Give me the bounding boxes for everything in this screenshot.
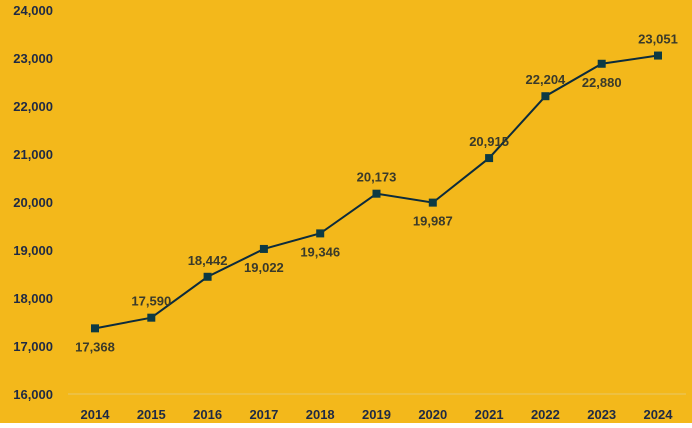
data-label: 17,368 (75, 339, 115, 354)
data-label: 23,051 (638, 32, 678, 47)
data-point-marker (203, 272, 212, 281)
y-axis: 16,000 17,000 18,000 19,000 20,000 21,000 22,0… (13, 3, 53, 402)
y-tick-label: 18,000 (13, 291, 53, 306)
y-tick-label: 20,000 (13, 195, 53, 210)
data-labels: 17,368 17,590 18,442 19,022 19,346 20,173 19,9… (75, 32, 678, 355)
data-point-marker (372, 189, 381, 198)
data-label: 22,880 (582, 75, 622, 90)
data-point-marker (316, 229, 325, 238)
data-label: 19,346 (300, 244, 340, 259)
y-tick-label: 24,000 (13, 3, 53, 18)
x-tick-label: 2022 (531, 407, 560, 422)
x-tick-label: 2020 (418, 407, 447, 422)
x-tick-label: 2019 (362, 407, 391, 422)
x-tick-label: 2021 (475, 407, 504, 422)
data-point-marker (597, 59, 606, 68)
y-tick-label: 21,000 (13, 147, 53, 162)
data-point-marker (485, 154, 494, 163)
data-label: 18,442 (188, 253, 228, 268)
x-tick-label: 2014 (81, 407, 111, 422)
x-tick-label: 2023 (587, 407, 616, 422)
y-tick-label: 23,000 (13, 51, 53, 66)
x-tick-label: 2016 (193, 407, 222, 422)
y-tick-label: 19,000 (13, 243, 53, 258)
data-point-marker (259, 244, 268, 253)
series-group (91, 51, 662, 333)
data-label: 17,590 (131, 294, 171, 309)
x-tick-label: 2024 (644, 407, 674, 422)
y-tick-label: 17,000 (13, 339, 53, 354)
data-label: 20,173 (357, 170, 397, 185)
data-label: 22,204 (526, 72, 567, 87)
x-tick-label: 2017 (249, 407, 278, 422)
data-point-marker (541, 92, 550, 101)
x-tick-label: 2018 (306, 407, 335, 422)
y-tick-label: 22,000 (13, 99, 53, 114)
x-tick-label: 2015 (137, 407, 166, 422)
data-label: 20,915 (469, 134, 509, 149)
data-point-marker (91, 324, 99, 333)
data-point-marker (147, 313, 156, 322)
x-axis: 2014 2015 2016 2017 2018 2019 2020 2021 2022 2023… (68, 393, 686, 422)
data-point-marker (654, 51, 662, 60)
data-point-marker (428, 198, 437, 207)
data-label: 19,022 (244, 260, 284, 275)
y-tick-label: 16,000 (13, 387, 53, 402)
data-label: 19,987 (413, 214, 453, 229)
